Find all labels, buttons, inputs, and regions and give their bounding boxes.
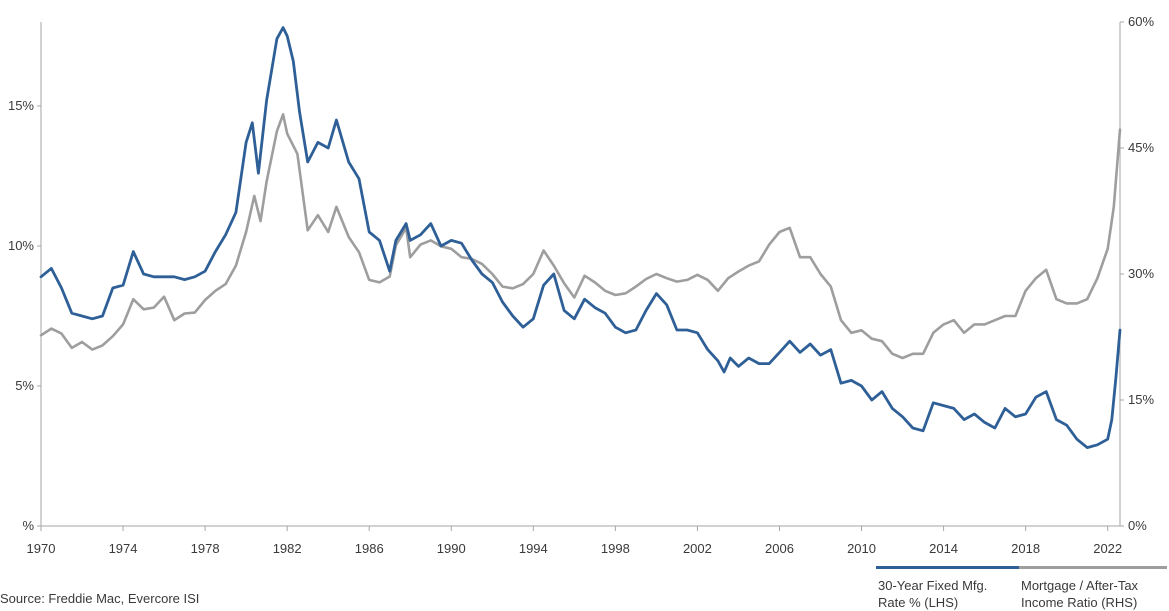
x-tick-label: 1982 xyxy=(273,541,302,556)
legend-item-ratio: Mortgage / After-Tax Income Ratio (RHS) xyxy=(1019,566,1167,611)
legend-label-ratio-line2: Income Ratio (RHS) xyxy=(1021,595,1138,610)
right-tick-label: 0% xyxy=(1128,518,1147,533)
left-tick-label: 15% xyxy=(8,98,34,113)
legend-label-rate-line1: 30-Year Fixed Mfg. xyxy=(878,578,988,593)
left-tick-label: % xyxy=(22,518,34,533)
x-tick-label: 1998 xyxy=(601,541,630,556)
x-tick-label: 2010 xyxy=(847,541,876,556)
line-chart: % 5% 10% 15% 0% 15% 30% 45% 60% 1970 1974 1978 1982 1… xyxy=(8,14,1154,556)
x-tick-label: 1994 xyxy=(519,541,548,556)
x-tick-label: 1990 xyxy=(437,541,466,556)
legend-item-rate: 30-Year Fixed Mfg. Rate % (LHS) xyxy=(876,566,1024,611)
x-tick-label: 1978 xyxy=(191,541,220,556)
right-tick-label: 45% xyxy=(1128,140,1154,155)
x-tick-label: 1986 xyxy=(355,541,384,556)
legend-label-rate-line2: Rate % (LHS) xyxy=(878,595,959,610)
left-tick-label: 5% xyxy=(15,378,34,393)
x-tick-label: 1974 xyxy=(109,541,138,556)
x-tick-label: 1970 xyxy=(27,541,56,556)
legend-swatch-rate xyxy=(876,566,1024,569)
left-tick-label: 10% xyxy=(8,238,34,253)
legend-label-ratio-line1: Mortgage / After-Tax xyxy=(1021,578,1139,593)
source-note: Source: Freddie Mac, Evercore ISI xyxy=(0,591,200,606)
x-tick-label: 2018 xyxy=(1011,541,1040,556)
right-tick-label: 15% xyxy=(1128,392,1154,407)
x-tick-label: 2002 xyxy=(683,541,712,556)
series-line-mortgage-rate xyxy=(39,26,1122,449)
right-tick-label: 30% xyxy=(1128,266,1154,281)
series-line-income-ratio xyxy=(39,113,1122,360)
x-tick-label: 2022 xyxy=(1093,541,1122,556)
x-tick-label: 2006 xyxy=(765,541,794,556)
legend-swatch-ratio xyxy=(1019,566,1167,569)
right-tick-label: 60% xyxy=(1128,14,1154,29)
x-tick-label: 2014 xyxy=(929,541,958,556)
